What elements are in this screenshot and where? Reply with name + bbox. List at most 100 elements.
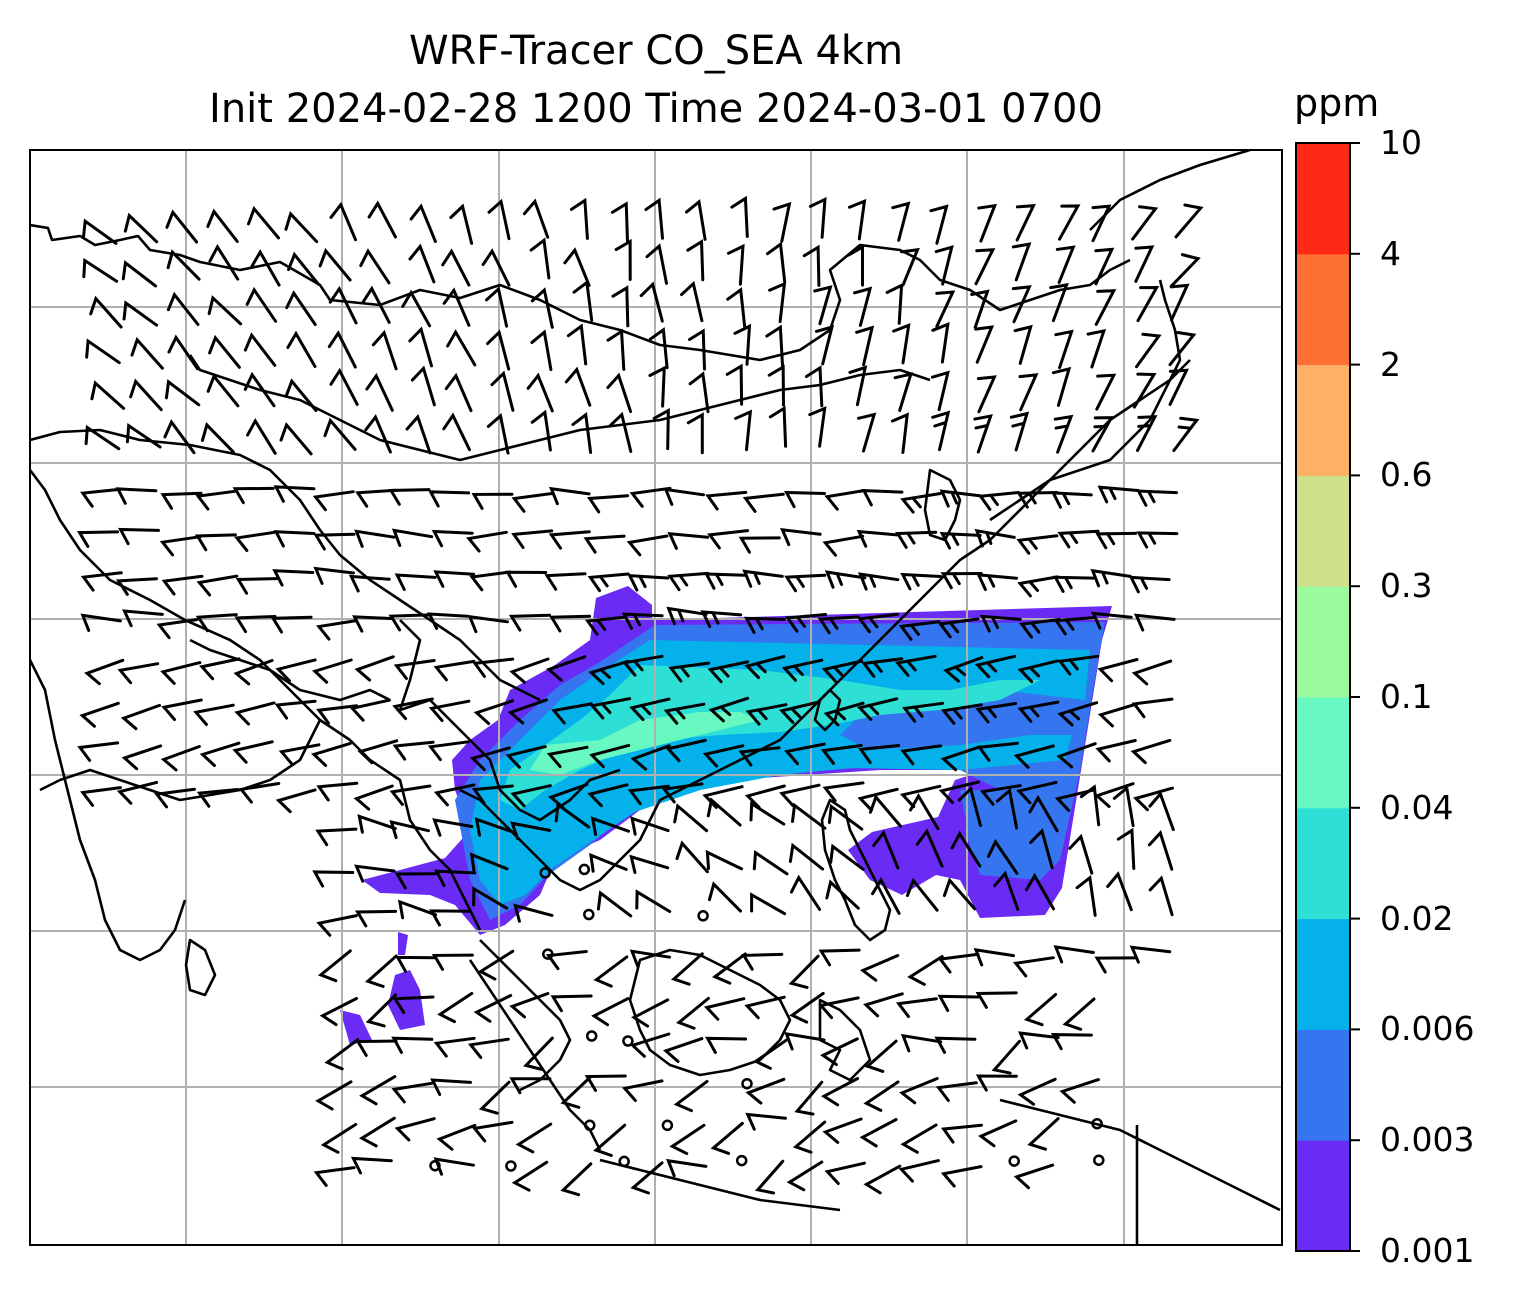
wind-barb <box>506 570 548 588</box>
wind-barb <box>625 855 670 883</box>
wind-barb <box>80 701 125 731</box>
wind-barb <box>729 196 749 239</box>
wind-barb <box>280 291 317 334</box>
colorbar-tick-label: 4 <box>1380 233 1401 273</box>
calm-circle <box>542 948 554 960</box>
wind-barb <box>1001 408 1029 452</box>
wind-barb <box>78 339 121 376</box>
wind-barb <box>937 1081 980 1104</box>
wind-barb <box>160 210 199 253</box>
colorbar-tick-label: 0.001 <box>1380 1231 1475 1270</box>
calm-circle <box>697 910 709 922</box>
wind-barb <box>406 204 437 249</box>
colorbar-tick-label: 0.6 <box>1380 455 1433 495</box>
wind-barb <box>194 703 238 728</box>
wind-barb <box>942 1123 985 1145</box>
wind-barb <box>562 368 592 412</box>
wind-barb <box>972 948 1015 971</box>
coast-northeast <box>1089 150 1251 231</box>
wind-barb <box>512 529 555 550</box>
colorbar-tick-label: 0.006 <box>1380 1009 1475 1049</box>
wind-barb <box>1119 198 1157 241</box>
wind-barb <box>161 535 204 558</box>
wind-barb <box>794 1120 836 1159</box>
wind-barb <box>744 1112 787 1134</box>
wind-barb <box>741 569 784 592</box>
wind-barb <box>746 1077 791 1108</box>
wind-barb <box>1103 872 1133 917</box>
wind-barb <box>75 219 118 257</box>
wind-barb <box>992 1039 1032 1081</box>
plume-level-0.003-se <box>960 790 1050 865</box>
wind-barb <box>746 851 789 888</box>
wind-barb <box>900 1077 945 1108</box>
plume-level-0.02 <box>500 665 1040 810</box>
wind-barb <box>469 1037 512 1061</box>
wind-barb <box>118 662 162 686</box>
wind-barb <box>731 408 752 452</box>
wind-barb <box>785 573 827 593</box>
wind-barb <box>603 374 633 418</box>
wind-barb <box>743 893 787 928</box>
wind-barb <box>789 954 830 995</box>
calm-circle <box>622 1035 634 1047</box>
wind-barb <box>585 1074 627 1093</box>
wind-barb <box>935 1036 977 1055</box>
wind-barb <box>843 197 866 241</box>
calm-markers <box>429 863 1105 1172</box>
wind-barb <box>236 577 279 595</box>
wind-barb <box>528 238 551 282</box>
calm-circle <box>661 1119 674 1132</box>
wind-barb <box>529 330 553 374</box>
coast-north <box>30 223 1131 362</box>
wind-barb <box>83 297 123 338</box>
wind-barb <box>313 870 355 888</box>
wind-barb <box>319 949 361 988</box>
wind-barb <box>706 490 749 512</box>
wind-barb <box>704 572 746 591</box>
wind-barb <box>277 788 321 816</box>
wind-barb <box>962 320 994 364</box>
colorbar-segment <box>1296 586 1350 698</box>
calm-circle <box>429 1159 441 1172</box>
wind-barb <box>628 534 671 558</box>
wind-barb <box>756 1159 795 1201</box>
wind-barb <box>764 280 786 324</box>
wind-barb <box>196 489 240 512</box>
calm-circle <box>1093 1154 1105 1166</box>
wind-barb <box>1058 529 1101 549</box>
wind-barb <box>201 210 239 252</box>
wind-barb <box>623 1079 667 1104</box>
wind-barb <box>1043 410 1073 454</box>
border-land-2 <box>189 638 391 702</box>
wind-barb <box>122 703 166 733</box>
wind-barb <box>711 1121 753 1161</box>
wind-barb <box>975 573 1018 594</box>
wind-barb <box>520 199 550 244</box>
wind-barb <box>819 948 862 967</box>
wind-barb <box>81 487 124 509</box>
wind-barb <box>677 996 719 1035</box>
wind-barb <box>1128 575 1171 596</box>
wind-barb <box>358 739 403 767</box>
wind-barb <box>887 321 911 365</box>
wind-barb <box>322 1122 365 1159</box>
wind-barb <box>447 204 474 249</box>
wind-barb <box>899 1159 944 1185</box>
wind-barb <box>819 996 863 1021</box>
coast-srilanka <box>184 938 217 997</box>
wind-barb <box>1082 282 1116 326</box>
wind-barb <box>739 536 781 554</box>
calm-circle <box>1008 1155 1020 1167</box>
wind-barb <box>966 199 997 243</box>
wind-barb <box>702 882 742 923</box>
wind-barb <box>118 780 162 807</box>
wind-barb <box>1038 278 1069 323</box>
wind-barb <box>390 784 434 808</box>
wind-barb <box>724 243 745 286</box>
wind-barb <box>725 364 744 406</box>
wind-barb <box>643 198 664 241</box>
wind-barb <box>1005 321 1033 365</box>
wind-barb <box>788 1160 831 1196</box>
